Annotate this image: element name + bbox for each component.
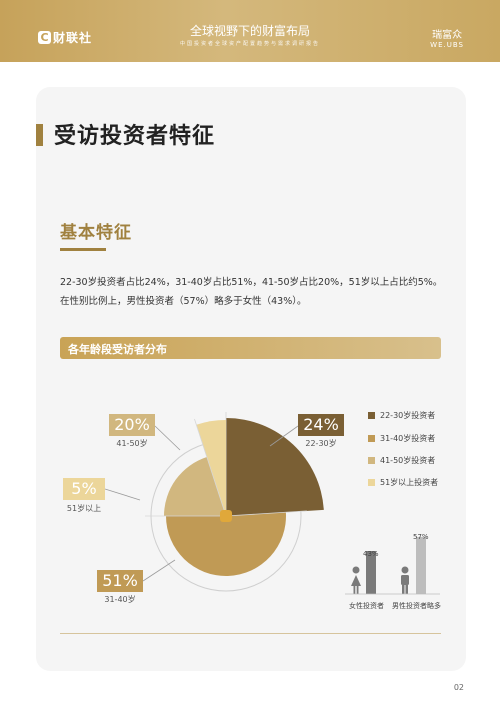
brand-name: 瑞富众 — [432, 30, 463, 41]
legend-swatch — [368, 434, 375, 442]
pct-box-31-40: 51% — [97, 570, 143, 592]
legend-swatch — [368, 478, 375, 486]
label-31-40: 31-40岁 — [104, 595, 136, 604]
section-title: 基本特征 — [60, 223, 132, 243]
legend-item: 22-30岁投资者 — [368, 410, 435, 420]
pie-center-marker — [220, 510, 232, 522]
gender-bar-1 — [366, 551, 376, 594]
bar-value-male: 57% — [413, 533, 429, 541]
legend-item: 41-50岁投资者 — [368, 455, 435, 465]
pct-box-41-50: 20% — [109, 414, 155, 436]
legend-label: 31-40岁投资者 — [380, 433, 436, 443]
pct-box-51-plus: 5% — [63, 478, 105, 500]
page-title: 受访投资者特征 — [54, 124, 216, 149]
legend-item: 51岁以上投资者 — [368, 477, 438, 487]
legend-swatch — [368, 411, 375, 419]
report-title: 全球视野下的财富布局 — [189, 24, 310, 38]
logo-text: 财联社 — [53, 31, 93, 45]
leader-line-22-30 — [269, 425, 299, 447]
logo: C 财联社 — [38, 29, 92, 46]
label-41-50: 41-50岁 — [116, 439, 148, 448]
brand-en: WE.UBS — [430, 41, 464, 49]
pie-slice-3 — [163, 457, 226, 516]
label-22-30: 22-30岁 — [305, 439, 337, 448]
summary-paragraph: 22-30岁投资者占比24%，31-40岁占比51%，41-50岁占比20%，5… — [60, 277, 443, 307]
leader-line-31-40 — [142, 559, 176, 582]
brand: 瑞富众 WE.UBS — [430, 26, 464, 49]
report-subtitle: 中国投资者全球资产配置趋势与需求调研报告 — [179, 41, 320, 47]
chart-title-band: 各年龄段受访者分布 — [60, 337, 441, 359]
section-underline — [60, 248, 106, 251]
bar-label-female: 女性投资者 — [349, 602, 384, 610]
female-person-icon — [351, 566, 361, 594]
gender-bar-2 — [416, 537, 426, 594]
leader-line-51-plus — [104, 488, 141, 501]
footer-divider — [60, 633, 441, 634]
report-header: C 财联社 全球视野下的财富布局 中国投资者全球资产配置趋势与需求调研报告 瑞富… — [0, 0, 500, 62]
pie-slice-1 — [226, 418, 324, 516]
title-accent-bar — [36, 124, 43, 146]
legend-label: 51岁以上投资者 — [380, 477, 439, 487]
leader-line-41-50 — [154, 425, 181, 451]
legend-label: 41-50岁投资者 — [380, 455, 436, 465]
pct-box-22-30: 24% — [298, 414, 344, 436]
logo-c-icon: C — [38, 31, 51, 44]
legend-item: 31-40岁投资者 — [368, 433, 435, 443]
bar-value-female: 43% — [363, 550, 379, 558]
label-51-plus: 51岁以上 — [66, 504, 102, 513]
pie-radial-line — [225, 510, 307, 517]
chart-title: 各年龄段受访者分布 — [68, 343, 167, 356]
pie-slice-2 — [165, 512, 286, 577]
pie-radial-line — [194, 418, 227, 517]
legend-swatch — [368, 456, 375, 464]
page-number: 02 — [453, 683, 464, 692]
male-person-icon — [401, 566, 409, 594]
legend-label: 22-30岁投资者 — [380, 410, 436, 420]
bar-label-male: 男性投资者略多 — [392, 602, 441, 610]
